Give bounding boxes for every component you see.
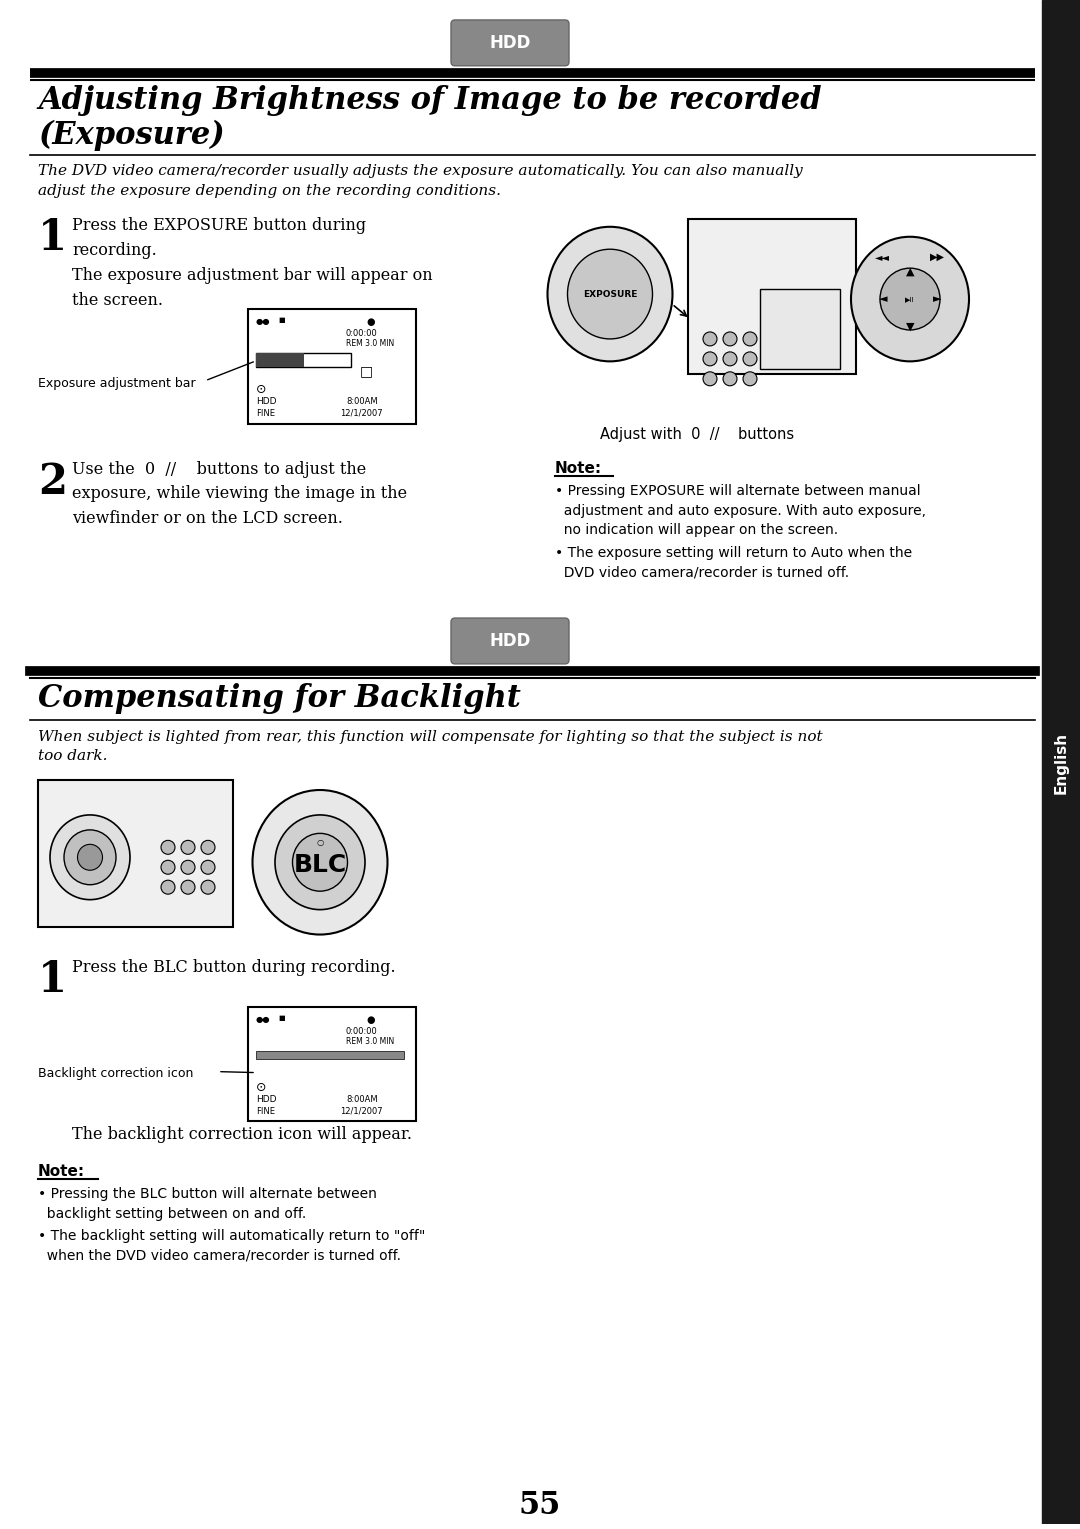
Text: 8:00AM: 8:00AM xyxy=(346,1095,378,1104)
Text: HDD: HDD xyxy=(489,34,530,52)
Text: Exposure adjustment bar: Exposure adjustment bar xyxy=(38,376,195,390)
Text: ◄: ◄ xyxy=(879,294,888,304)
Bar xyxy=(248,309,416,424)
Ellipse shape xyxy=(64,830,116,885)
Circle shape xyxy=(703,332,717,346)
Text: 8:00AM: 8:00AM xyxy=(346,396,378,405)
Bar xyxy=(38,780,233,927)
Text: REM 3.0 MIN: REM 3.0 MIN xyxy=(346,339,394,349)
Text: • Pressing the BLC button will alternate between
  backlight setting between on : • Pressing the BLC button will alternate… xyxy=(38,1187,377,1220)
Circle shape xyxy=(181,861,195,875)
Bar xyxy=(256,353,303,367)
Text: Compensating for Backlight: Compensating for Backlight xyxy=(38,683,521,714)
Ellipse shape xyxy=(50,815,130,899)
Circle shape xyxy=(161,881,175,894)
FancyBboxPatch shape xyxy=(451,20,569,66)
Circle shape xyxy=(743,372,757,385)
Text: ●: ● xyxy=(366,1015,375,1024)
Circle shape xyxy=(723,352,737,365)
Bar xyxy=(256,1050,404,1058)
Text: 12/1/2007: 12/1/2007 xyxy=(340,1107,382,1116)
Text: Press the BLC button during recording.: Press the BLC button during recording. xyxy=(72,959,395,976)
Text: ○: ○ xyxy=(316,838,324,847)
Circle shape xyxy=(201,861,215,875)
Text: 0:00:00: 0:00:00 xyxy=(346,1027,378,1035)
Ellipse shape xyxy=(880,268,940,330)
Text: When subject is lighted from rear, this function will compensate for lighting so: When subject is lighted from rear, this … xyxy=(38,729,823,763)
Ellipse shape xyxy=(851,237,969,361)
Text: HDD: HDD xyxy=(256,1095,276,1104)
Text: ⊙: ⊙ xyxy=(256,1081,267,1093)
Text: 55: 55 xyxy=(518,1491,562,1521)
Text: ▼: ▼ xyxy=(906,323,915,332)
Text: Backlight correction icon: Backlight correction icon xyxy=(38,1067,193,1079)
Text: The backlight correction icon will appear.: The backlight correction icon will appea… xyxy=(72,1127,411,1144)
Text: English: English xyxy=(1053,731,1068,794)
Text: REM 3.0 MIN: REM 3.0 MIN xyxy=(346,1037,394,1046)
Text: HDD: HDD xyxy=(256,396,276,405)
Text: ▶II: ▶II xyxy=(905,297,915,303)
Text: 1: 1 xyxy=(38,959,67,1001)
Text: FINE: FINE xyxy=(256,408,275,417)
Text: (Exposure): (Exposure) xyxy=(38,119,225,151)
Ellipse shape xyxy=(293,833,348,891)
Text: ►: ► xyxy=(933,294,942,304)
Bar xyxy=(256,353,351,367)
Text: Adjusting Brightness of Image to be recorded: Adjusting Brightness of Image to be reco… xyxy=(38,84,822,116)
Text: Use the  0  //    buttons to adjust the
exposure, while viewing the image in the: Use the 0 // buttons to adjust the expos… xyxy=(72,460,407,528)
Circle shape xyxy=(181,881,195,894)
Circle shape xyxy=(161,841,175,855)
FancyBboxPatch shape xyxy=(451,618,569,664)
Ellipse shape xyxy=(253,790,388,934)
Bar xyxy=(1042,0,1080,1524)
Text: • The exposure setting will return to Auto when the
  DVD video camera/recorder : • The exposure setting will return to Au… xyxy=(555,546,913,579)
Text: Press the EXPOSURE button during
recording.: Press the EXPOSURE button during recordi… xyxy=(72,217,366,258)
Text: ●●: ●● xyxy=(256,317,270,326)
Text: 0:00:00: 0:00:00 xyxy=(346,329,378,338)
Text: ■: ■ xyxy=(278,1015,285,1021)
Ellipse shape xyxy=(567,249,652,339)
Circle shape xyxy=(703,352,717,365)
Text: ◄◄: ◄◄ xyxy=(875,252,890,261)
Circle shape xyxy=(161,861,175,875)
Text: ●●: ●● xyxy=(256,1015,270,1024)
Text: ▲: ▲ xyxy=(906,266,915,277)
Text: • The backlight setting will automatically return to "off"
  when the DVD video : • The backlight setting will automatical… xyxy=(38,1229,426,1263)
Text: □: □ xyxy=(360,364,373,378)
Text: BLC: BLC xyxy=(294,853,347,878)
Text: Note:: Note: xyxy=(555,460,603,476)
Text: EXPOSURE: EXPOSURE xyxy=(583,289,637,298)
Text: 2: 2 xyxy=(38,460,67,503)
Circle shape xyxy=(743,332,757,346)
Bar xyxy=(248,1006,416,1121)
Bar xyxy=(760,289,840,368)
Circle shape xyxy=(181,841,195,855)
Ellipse shape xyxy=(275,815,365,910)
Circle shape xyxy=(703,372,717,385)
Circle shape xyxy=(201,881,215,894)
Text: FINE: FINE xyxy=(256,1107,275,1116)
Text: The exposure adjustment bar will appear on
the screen.: The exposure adjustment bar will appear … xyxy=(72,268,433,309)
Text: ▶▶: ▶▶ xyxy=(930,252,945,261)
Text: ●: ● xyxy=(366,317,375,327)
Text: HDD: HDD xyxy=(489,631,530,650)
Circle shape xyxy=(743,352,757,365)
Text: 1: 1 xyxy=(38,217,67,260)
Text: Adjust with  0  //    buttons: Adjust with 0 // buttons xyxy=(600,427,794,442)
Text: ⊙: ⊙ xyxy=(256,382,267,396)
Circle shape xyxy=(201,841,215,855)
Ellipse shape xyxy=(78,844,103,870)
Text: Note:: Note: xyxy=(38,1164,85,1179)
Text: 12/1/2007: 12/1/2007 xyxy=(340,408,382,417)
Text: The DVD video camera/recorder usually adjusts the exposure automatically. You ca: The DVD video camera/recorder usually ad… xyxy=(38,165,802,197)
Bar xyxy=(688,219,856,373)
Text: • Pressing EXPOSURE will alternate between manual
  adjustment and auto exposure: • Pressing EXPOSURE will alternate betwe… xyxy=(555,485,926,538)
Ellipse shape xyxy=(548,226,673,361)
Text: ■: ■ xyxy=(278,317,285,323)
Circle shape xyxy=(723,372,737,385)
Circle shape xyxy=(723,332,737,346)
